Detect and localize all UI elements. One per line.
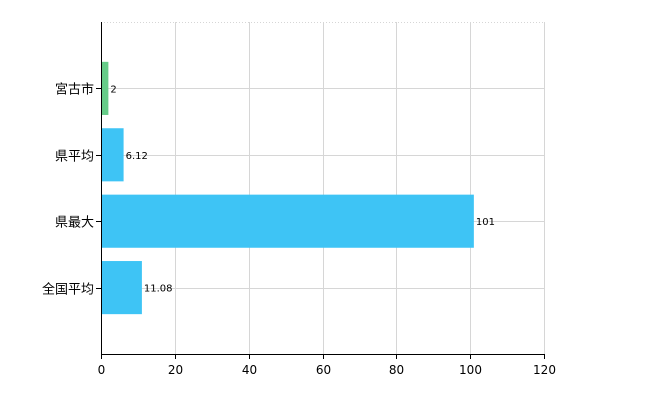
category-label-2: 県最大 [55, 216, 94, 231]
category-label-3: 全国平均 [42, 282, 94, 298]
data-label-2: 101 [476, 217, 495, 228]
x-tick-label-40: 40 [242, 363, 257, 377]
x-tick-label-120: 120 [533, 363, 556, 377]
x-tick-label-60: 60 [316, 363, 331, 377]
bar-2 [102, 194, 474, 248]
x-tick-label-80: 80 [389, 363, 404, 377]
x-tick-label-0: 0 [98, 363, 106, 377]
data-label-1: 6.12 [126, 151, 148, 162]
category-label-1: 県平均 [55, 150, 94, 165]
category-label-0: 宮古市 [55, 82, 94, 98]
grid [101, 22, 545, 354]
x-tick-label-100: 100 [459, 363, 482, 377]
bars [102, 61, 474, 315]
axes [96, 22, 545, 359]
x-tick-label-20: 20 [168, 363, 183, 377]
data-label-3: 11.08 [144, 284, 173, 295]
bar-3 [102, 261, 142, 315]
bar-0 [102, 61, 109, 115]
labels: 2 6.12 101 11.08 0 20 40 60 80 100 120 宮古市県平均県最大全国平… [42, 82, 556, 378]
data-label-0: 2 [110, 84, 116, 95]
bar-1 [102, 128, 124, 182]
